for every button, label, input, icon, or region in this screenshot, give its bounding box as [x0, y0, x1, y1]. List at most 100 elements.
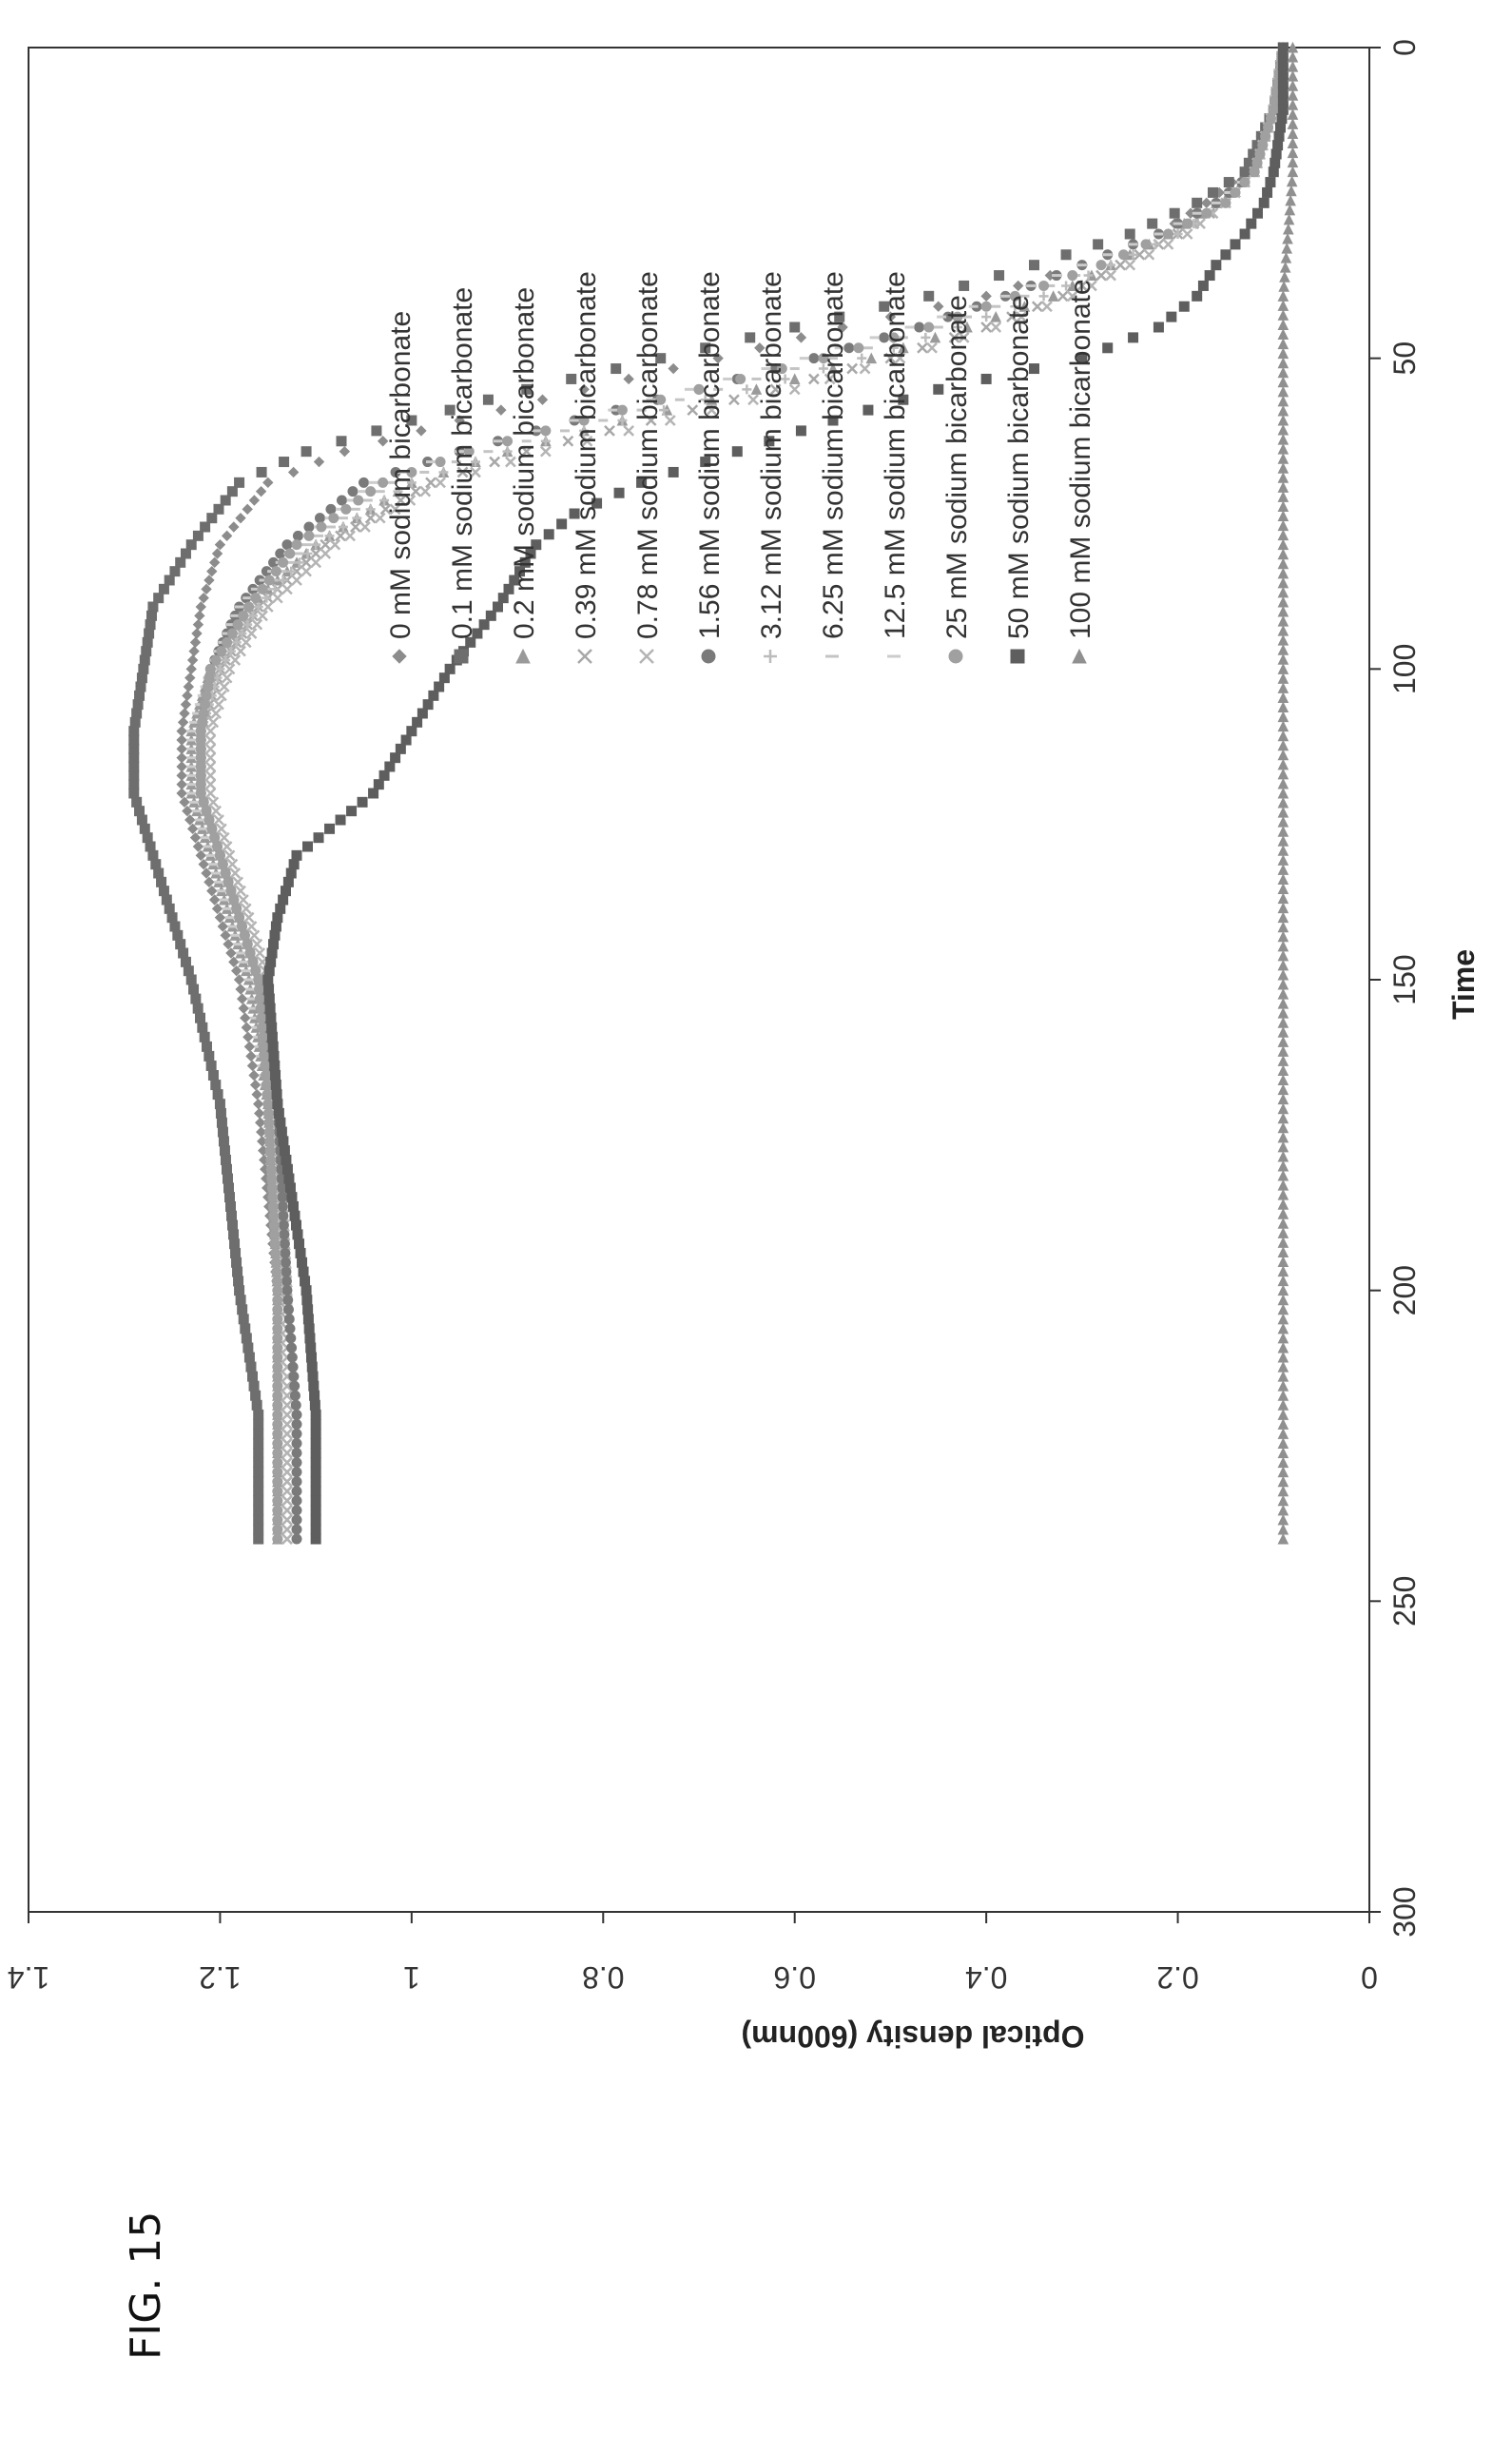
- data-point: [270, 1247, 281, 1258]
- data-point: [305, 1352, 317, 1363]
- data-point: [281, 1447, 293, 1459]
- data-point: [1201, 197, 1212, 209]
- data-point: [218, 831, 230, 844]
- data-point: [261, 1080, 272, 1091]
- data-point: [266, 1022, 278, 1033]
- data-point: [281, 1276, 292, 1287]
- data-point: [248, 1380, 260, 1392]
- data-point: [1192, 197, 1203, 208]
- ticks-group: 0 50 100 150 200 250 300 0 0.2 0.4 0.6 0.8 1 1.2 1.4: [8, 39, 1422, 1995]
- data-point: [128, 726, 140, 737]
- legend-marker: [948, 649, 963, 664]
- data-point: [493, 601, 503, 613]
- data-point: [894, 352, 906, 364]
- data-point: [302, 841, 314, 852]
- legend-label: 3.12 mM sodium bicarbonate: [756, 271, 787, 639]
- data-point: [185, 974, 197, 985]
- data-point: [233, 1276, 244, 1287]
- data-point: [373, 779, 384, 790]
- data-point: [336, 436, 347, 447]
- data-point: [272, 1099, 283, 1110]
- data-point: [142, 636, 153, 648]
- data-point: [271, 1276, 282, 1287]
- data-point: [283, 1314, 295, 1325]
- series-9: [195, 42, 1289, 1545]
- data-point: [242, 939, 253, 950]
- data-point: [263, 984, 275, 995]
- data-point: [263, 1117, 275, 1128]
- data-point: [310, 1524, 321, 1535]
- data-point: [556, 518, 568, 530]
- data-point: [1060, 249, 1072, 261]
- data-point: [145, 610, 157, 621]
- legend-entry: 25 mM sodium bicarbonate: [941, 295, 973, 664]
- data-point: [283, 1173, 295, 1184]
- data-point: [287, 466, 300, 478]
- data-point: [213, 814, 224, 826]
- data-point: [502, 436, 514, 447]
- data-point: [169, 566, 181, 577]
- data-point: [428, 690, 439, 701]
- data-point: [837, 321, 848, 333]
- data-point: [286, 1352, 298, 1363]
- data-point: [209, 832, 221, 844]
- data-point: [1254, 148, 1266, 160]
- legend-marker: [515, 648, 531, 664]
- data-point: [226, 1210, 238, 1221]
- data-point: [338, 522, 348, 532]
- data-point: [272, 1467, 283, 1478]
- data-point: [310, 1495, 321, 1507]
- data-point: [242, 619, 253, 630]
- y-tick-label: 1.2: [199, 1960, 241, 1995]
- data-point: [128, 743, 140, 754]
- legend-label: 1.56 mM sodium bicarbonate: [694, 271, 726, 639]
- data-point: [268, 1050, 280, 1062]
- data-point: [310, 1448, 321, 1459]
- data-point: [1239, 177, 1250, 188]
- data-point: [365, 504, 376, 515]
- data-point: [735, 373, 746, 384]
- data-point: [247, 1371, 259, 1382]
- data-point: [1251, 157, 1263, 168]
- series-10: [262, 42, 1289, 1545]
- data-point: [272, 1399, 283, 1411]
- data-point: [310, 1533, 321, 1545]
- data-point: [591, 497, 603, 509]
- data-point: [254, 993, 265, 1004]
- data-point: [1277, 68, 1289, 80]
- data-point: [240, 1323, 251, 1335]
- data-point: [309, 1390, 320, 1401]
- data-point: [827, 415, 839, 426]
- data-point: [128, 734, 140, 746]
- data-point: [232, 876, 244, 888]
- data-point: [279, 1229, 290, 1240]
- data-point: [406, 477, 417, 488]
- data-point: [379, 503, 392, 516]
- data-point: [210, 1080, 222, 1091]
- legend-label: 0.39 mM sodium bicarbonate: [571, 271, 602, 639]
- data-point: [214, 1099, 225, 1110]
- data-point: [253, 1495, 264, 1507]
- data-point: [205, 1060, 217, 1071]
- data-point: [378, 770, 390, 781]
- data-point: [166, 912, 178, 924]
- data-point: [128, 788, 140, 799]
- legend-entry: 1.56 mM sodium bicarbonate: [694, 271, 726, 664]
- data-point: [281, 1266, 292, 1277]
- data-point: [254, 947, 266, 959]
- data-point: [1031, 301, 1043, 313]
- data-point: [281, 1514, 293, 1526]
- data-point: [1038, 280, 1050, 291]
- data-point: [291, 1428, 302, 1439]
- data-point: [259, 1050, 270, 1062]
- data-point: [253, 974, 264, 985]
- data-point: [616, 404, 628, 416]
- data-point: [291, 1418, 302, 1430]
- data-point: [135, 681, 146, 692]
- data-point: [272, 1486, 283, 1497]
- data-point: [251, 1399, 262, 1411]
- data-point: [1283, 213, 1295, 225]
- x-tick-label: 50: [1387, 341, 1422, 376]
- data-point: [270, 1070, 281, 1081]
- data-point: [1147, 218, 1158, 229]
